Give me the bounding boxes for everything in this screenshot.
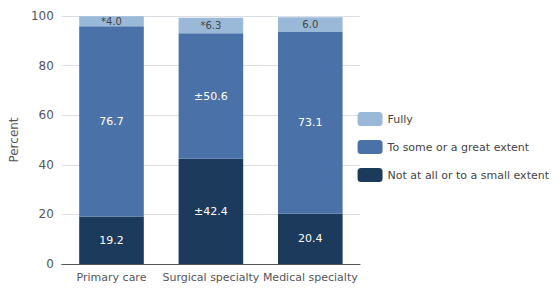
svg-text:6.0: 6.0 [302, 19, 318, 30]
svg-text:40: 40 [39, 158, 54, 172]
svg-text:Medical specialty: Medical specialty [263, 271, 358, 284]
svg-text:73.1: 73.1 [298, 116, 323, 129]
svg-text:100: 100 [31, 9, 54, 23]
svg-text:20: 20 [39, 207, 54, 221]
svg-text:19.2: 19.2 [99, 234, 124, 247]
svg-text:80: 80 [39, 59, 54, 73]
svg-text:Fully: Fully [388, 113, 414, 126]
svg-text:To some or a great extent: To some or a great extent [387, 141, 530, 154]
svg-text:76.7: 76.7 [99, 115, 124, 128]
svg-text:*4.0: *4.0 [101, 16, 122, 27]
svg-text:Surgical specialty: Surgical specialty [162, 271, 259, 284]
svg-text:±42.4: ±42.4 [194, 205, 228, 218]
svg-text:0: 0 [46, 257, 54, 271]
svg-text:Primary care: Primary care [77, 271, 147, 284]
svg-text:Not at all or to a small exten: Not at all or to a small extent [388, 169, 550, 182]
svg-text:60: 60 [39, 108, 54, 122]
svg-text:Percent: Percent [7, 117, 21, 162]
svg-text:20.4: 20.4 [298, 232, 323, 245]
svg-text:±50.6: ±50.6 [194, 90, 228, 103]
svg-text:*6.3: *6.3 [200, 20, 221, 31]
